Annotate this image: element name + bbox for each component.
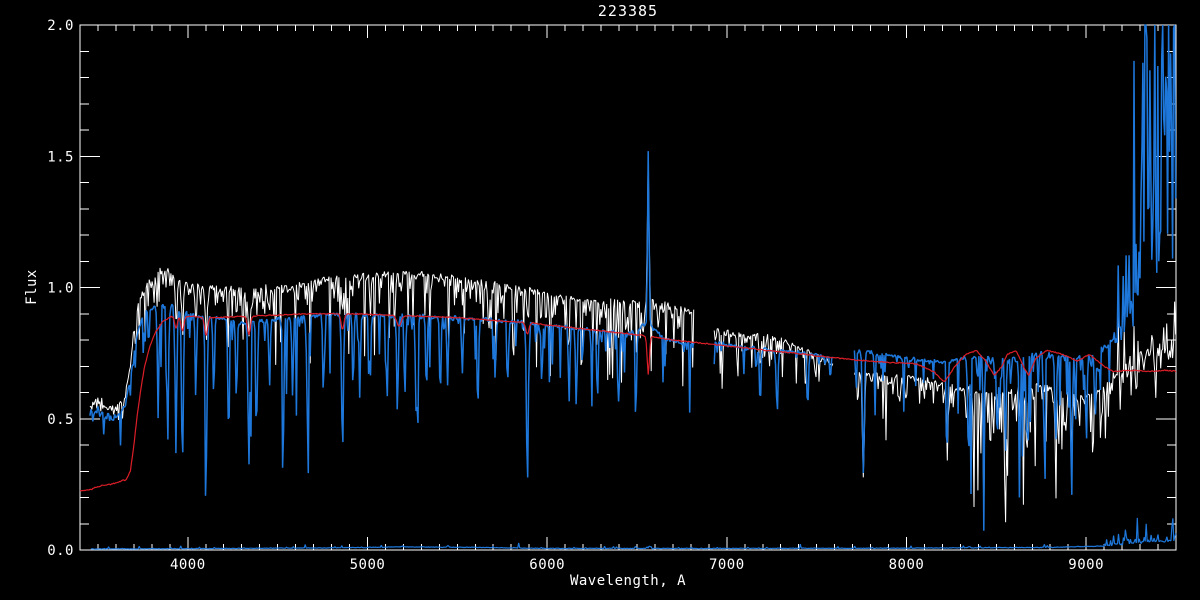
y-axis-label: Flux xyxy=(24,269,40,305)
x-tick-label: 9000 xyxy=(1068,557,1104,573)
x-tick-label: 7000 xyxy=(709,557,745,573)
series-calibrated xyxy=(89,24,1177,531)
x-tick-label: 8000 xyxy=(889,557,925,573)
series-observed xyxy=(89,156,1177,523)
y-tick-label: 1.5 xyxy=(47,149,74,165)
x-tick-label: 6000 xyxy=(529,557,565,573)
x-tick-label: 4000 xyxy=(170,557,206,573)
y-tick-label: 1.0 xyxy=(47,281,74,297)
axes: 4000 5000 6000 7000 8000 9000 0.0 0.5 1.0 1.5 2.0 xyxy=(47,18,1177,573)
x-axis-label: Wavelength, A xyxy=(570,573,686,589)
spectra xyxy=(79,24,1177,550)
x-tick-label: 5000 xyxy=(350,557,386,573)
plot-title: 223385 xyxy=(598,2,658,20)
y-tick-label: 0.5 xyxy=(47,412,74,428)
y-tick-label: 2.0 xyxy=(47,18,74,34)
series-sky xyxy=(90,517,1177,550)
plot-frame xyxy=(79,24,1177,551)
series-model xyxy=(79,312,1177,492)
y-tick-label: 0.0 xyxy=(47,543,74,559)
